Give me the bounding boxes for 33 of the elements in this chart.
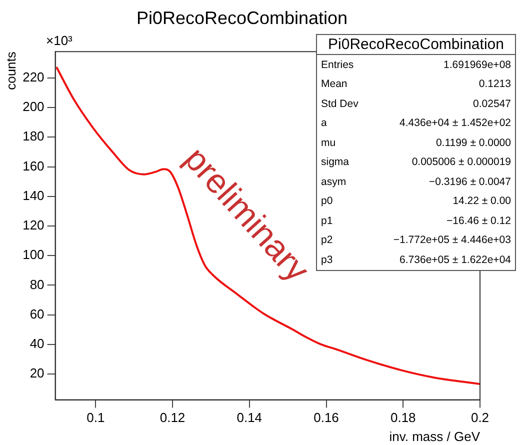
text: asym −0.3196 ± 0.0047 (321, 176, 511, 188)
text: Mean 0.1213 (321, 78, 511, 90)
x-tick-label: 0.16 (314, 410, 339, 426)
text: p0 14.22 ± 0.00 (321, 195, 511, 208)
y-tick-label: 40 (30, 336, 44, 352)
text: Std Dev 0.02547 (321, 98, 511, 110)
text: p2 −1.772e+05 ± 4.446e+03 (321, 234, 511, 246)
y-tick-label: 100 (22, 247, 44, 262)
y-tick-label: 220 (22, 70, 44, 85)
y-tick-label: 180 (22, 128, 44, 144)
y-tick-label: 120 (22, 218, 44, 233)
y-tick-label: 200 (22, 99, 44, 114)
annotation: Pi0RecoRecoCombination (317, 35, 515, 55)
y-tick-label: 20 (30, 366, 44, 381)
x-axis-title: inv. mass / GeV (389, 428, 480, 444)
y-axis-title: counts (3, 51, 18, 90)
x-tick-label: 0.2 (470, 410, 490, 426)
text: p1 −16.46 ± 0.12 (321, 214, 511, 227)
chart-title: Pi0RecoRecoCombination (136, 8, 348, 28)
y-tick-label: 140 (22, 188, 44, 203)
x-tick-label: 0.14 (236, 410, 262, 426)
text: sigma 0.005006 ± 0.000019 (321, 156, 511, 168)
x-tick-label: 0.18 (390, 410, 416, 426)
y-tick-label: 60 (30, 306, 44, 322)
text: a 4.436e+04 ± 1.452e+02 (321, 117, 511, 130)
x-tick-label: 0.12 (160, 410, 186, 426)
x-tick-label: 0.1 (86, 410, 105, 426)
y-tick-label: 160 (22, 158, 44, 174)
text: ×10³ (46, 33, 72, 48)
text: p3 6.736e+05 ± 1.622e+04 (321, 254, 511, 266)
text: mu 0.1199 ± 0.0000 (321, 136, 511, 149)
text: Entries 1.691969e+08 (321, 58, 511, 71)
y-tick-label: 80 (30, 276, 44, 292)
